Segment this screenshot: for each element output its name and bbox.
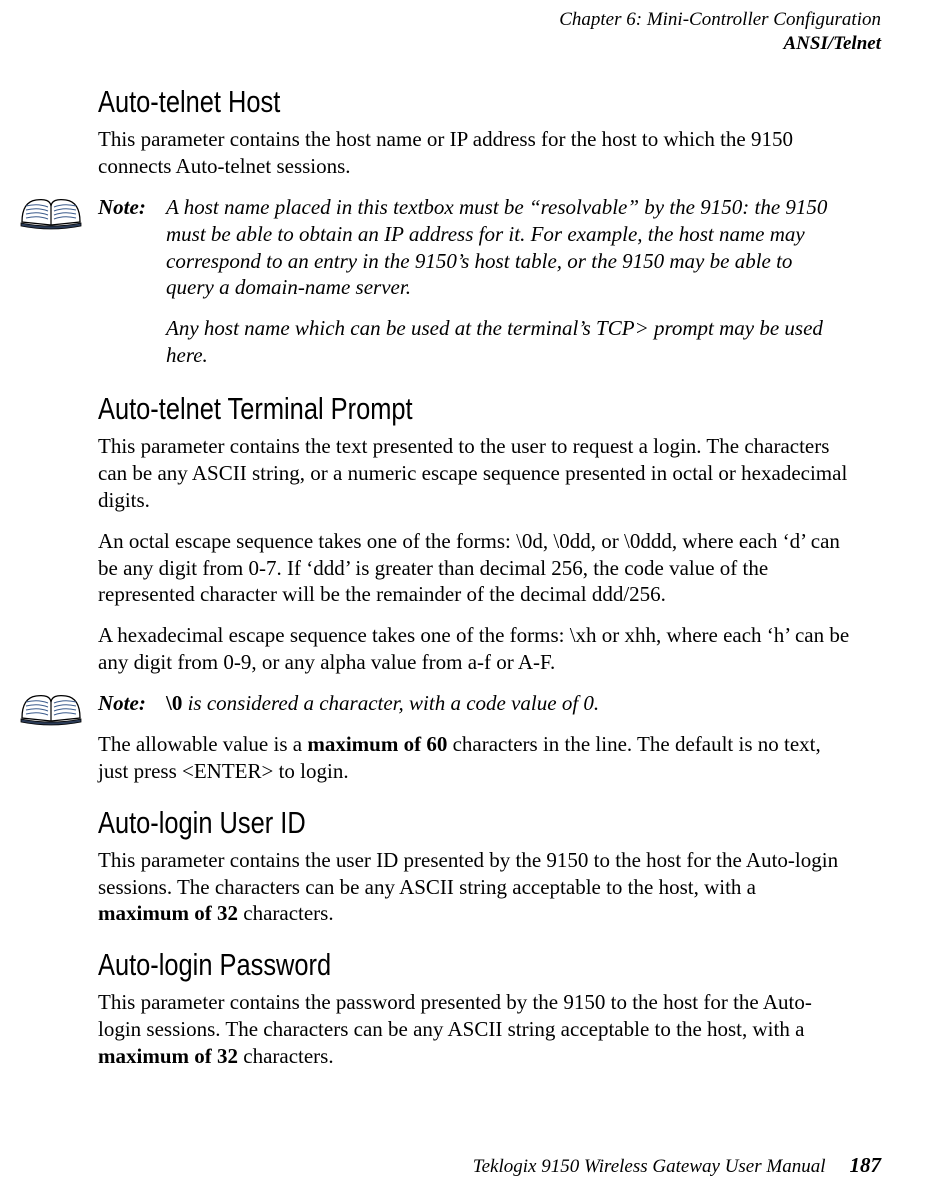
footer-page-number: 187 — [850, 1153, 882, 1177]
paragraph: An octal escape sequence takes one of th… — [98, 528, 852, 609]
note-text: Note:A host name placed in this textbox … — [98, 194, 852, 302]
note-rest: is considered a character, with a code v… — [182, 691, 599, 715]
heading-auto-login-password: Auto-login Password — [98, 947, 716, 983]
text: characters. — [238, 1044, 334, 1068]
paragraph: This parameter contains the text present… — [98, 433, 852, 514]
note-body-2: Any host name which can be used at the t… — [166, 315, 836, 369]
bold-text: maximum of 32 — [98, 901, 238, 925]
footer-book-title: Teklogix 9150 Wireless Gateway User Manu… — [473, 1156, 826, 1177]
bold-text: maximum of 32 — [98, 1044, 238, 1068]
text: This parameter contains the password pre… — [98, 990, 812, 1041]
note-block: Note:\0 is considered a character, with … — [98, 690, 852, 717]
heading-auto-telnet-host: Auto-telnet Host — [98, 84, 716, 120]
note-body: A host name placed in this textbox must … — [166, 194, 836, 302]
page-footer: Teklogix 9150 Wireless Gateway User Manu… — [473, 1153, 881, 1178]
header-chapter: Chapter 6: Mini-Controller Configuration — [559, 8, 881, 32]
book-icon — [20, 192, 82, 230]
page-content: Auto-telnet Host This parameter contains… — [98, 84, 852, 1084]
heading-auto-login-user-id: Auto-login User ID — [98, 805, 716, 841]
book-icon — [20, 688, 82, 726]
page-header: Chapter 6: Mini-Controller Configuration… — [559, 8, 881, 56]
page: Chapter 6: Mini-Controller Configuration… — [0, 0, 931, 1198]
note-code: \0 — [166, 691, 182, 715]
text: This parameter contains the user ID pres… — [98, 848, 838, 899]
paragraph: The allowable value is a maximum of 60 c… — [98, 731, 852, 785]
paragraph: This parameter contains the password pre… — [98, 989, 852, 1070]
heading-auto-telnet-terminal-prompt: Auto-telnet Terminal Prompt — [98, 391, 716, 427]
note-body: \0 is considered a character, with a cod… — [166, 690, 836, 717]
paragraph: This parameter contains the user ID pres… — [98, 847, 852, 928]
note-block: Note:A host name placed in this textbox … — [98, 194, 852, 369]
note-text: Note:\0 is considered a character, with … — [98, 690, 852, 717]
paragraph: A hexadecimal escape sequence takes one … — [98, 622, 852, 676]
header-section: ANSI/Telnet — [559, 32, 881, 56]
bold-text: maximum of 60 — [307, 732, 447, 756]
text: characters. — [238, 901, 334, 925]
note-label: Note: — [98, 194, 166, 221]
text: The allowable value is a — [98, 732, 307, 756]
paragraph: This parameter contains the host name or… — [98, 126, 852, 180]
note-label: Note: — [98, 690, 166, 717]
